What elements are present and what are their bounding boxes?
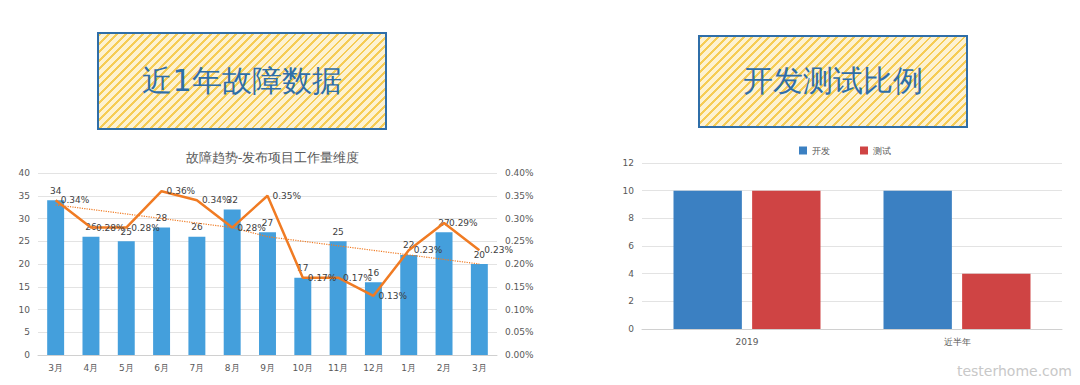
svg-text:0.28%: 0.28% [237, 223, 266, 233]
svg-text:27: 27 [261, 217, 274, 228]
svg-text:5月: 5月 [119, 363, 134, 373]
svg-text:0.25%: 0.25% [505, 236, 534, 247]
svg-text:0.30%: 0.30% [505, 214, 534, 224]
svg-text:0.29%: 0.29% [449, 218, 478, 228]
svg-text:0.17%: 0.17% [343, 273, 372, 283]
svg-text:27: 27 [438, 217, 450, 228]
svg-text:0.15%: 0.15% [505, 282, 534, 292]
svg-text:2019: 2019 [736, 337, 759, 347]
svg-text:25: 25 [19, 236, 30, 246]
svg-text:2月: 2月 [437, 363, 452, 373]
svg-text:6: 6 [628, 241, 634, 251]
svg-text:0.40%: 0.40% [505, 168, 534, 178]
svg-text:0.23%: 0.23% [484, 245, 513, 255]
svg-text:0: 0 [24, 350, 30, 360]
svg-text:0.10%: 0.10% [505, 305, 534, 315]
svg-text:12: 12 [623, 158, 634, 168]
svg-text:4月: 4月 [84, 363, 99, 373]
svg-text:故障趋势-发布项目工作量维度: 故障趋势-发布项目工作量维度 [186, 150, 360, 165]
svg-text:34: 34 [50, 186, 62, 196]
svg-text:0.17%: 0.17% [308, 273, 337, 283]
svg-text:8月: 8月 [225, 363, 240, 373]
svg-text:1月: 1月 [401, 363, 416, 373]
html-text:testerhome.com: testerhome.com [956, 363, 1072, 379]
svg-text:0.28%: 0.28% [96, 223, 125, 233]
svg-text:0.28%: 0.28% [131, 223, 160, 233]
svg-text:0.00%: 0.00% [505, 350, 534, 360]
svg-text:7月: 7月 [190, 363, 205, 373]
svg-text:5: 5 [24, 327, 30, 337]
svg-text:8: 8 [628, 213, 634, 223]
svg-text:0.35%: 0.35% [273, 191, 302, 201]
svg-text:0.34%: 0.34% [61, 195, 90, 205]
html-text:开发测试比例: 开发测试比例 [743, 63, 923, 98]
svg-text:开发: 开发 [812, 146, 830, 156]
svg-text:11月: 11月 [328, 363, 348, 373]
svg-text:0.20%: 0.20% [505, 259, 534, 269]
svg-text:测试: 测试 [873, 146, 891, 156]
svg-text:0.13%: 0.13% [378, 291, 407, 301]
svg-text:3月: 3月 [48, 363, 63, 373]
svg-text:20: 20 [473, 249, 486, 260]
svg-text:26: 26 [191, 222, 203, 233]
svg-text:28: 28 [156, 213, 168, 223]
svg-text:近半年: 近半年 [944, 337, 971, 347]
svg-text:10月: 10月 [293, 363, 313, 373]
svg-text:30: 30 [19, 214, 31, 224]
svg-text:16: 16 [367, 267, 380, 278]
svg-text:22: 22 [403, 240, 415, 251]
svg-text:20: 20 [19, 259, 31, 269]
svg-text:17: 17 [297, 263, 309, 274]
svg-text:6月: 6月 [154, 363, 169, 373]
svg-text:0.05%: 0.05% [505, 327, 534, 337]
svg-text:2: 2 [628, 296, 634, 306]
svg-text:0.36%: 0.36% [167, 186, 196, 196]
svg-text:10: 10 [623, 186, 635, 196]
svg-text:10: 10 [19, 305, 31, 315]
svg-text:32: 32 [226, 194, 238, 205]
svg-text:0.23%: 0.23% [414, 245, 443, 255]
svg-text:3月: 3月 [472, 363, 487, 373]
svg-text:15: 15 [19, 282, 30, 292]
svg-text:40: 40 [19, 168, 31, 178]
html-text:近1年故障数据: 近1年故障数据 [142, 62, 342, 98]
svg-text:0.34%: 0.34% [202, 195, 231, 205]
svg-text:25: 25 [120, 226, 132, 237]
svg-text:0.35%: 0.35% [505, 191, 534, 201]
svg-text:9月: 9月 [260, 363, 275, 373]
svg-text:35: 35 [19, 191, 30, 201]
svg-text:0: 0 [628, 324, 634, 334]
svg-text:12月: 12月 [363, 363, 383, 373]
svg-text:25: 25 [332, 227, 343, 237]
svg-text:4: 4 [628, 269, 634, 279]
